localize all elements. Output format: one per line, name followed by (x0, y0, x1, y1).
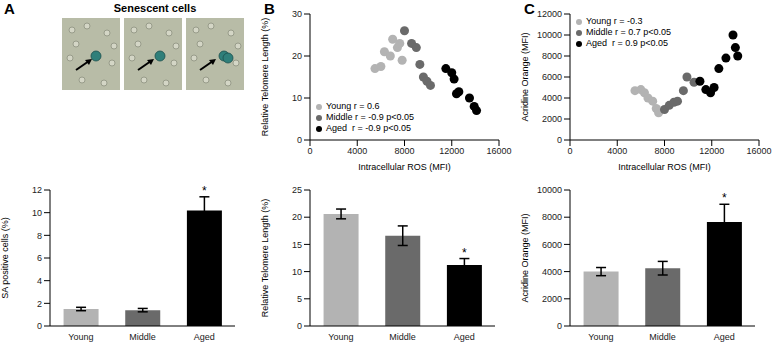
svg-text:25: 25 (292, 185, 302, 195)
html-text:B: B (264, 0, 275, 17)
html-text:Aged r = -0.9 p<0.05: Aged r = -0.9 p<0.05 (326, 123, 412, 133)
svg-text:Young: Young (328, 332, 353, 342)
svg-text:Young: Young (588, 332, 613, 342)
svg-text:20: 20 (292, 212, 302, 222)
svg-text:Middle: Middle (389, 332, 416, 342)
svg-text:6: 6 (37, 253, 42, 263)
html-text:A: A (4, 0, 15, 17)
svg-text:Middle: Middle (129, 332, 156, 342)
html-text:Middle r = 0.7 p<0.05: Middle r = 0.7 p<0.05 (586, 27, 672, 37)
svg-text:8: 8 (37, 231, 42, 241)
html-text:Young r = -0.3: Young r = -0.3 (586, 16, 643, 26)
svg-text:Intracellular ROS (MFI): Intracellular ROS (MFI) (358, 162, 451, 172)
svg-text:8000: 8000 (542, 212, 562, 222)
svg-text:6000: 6000 (542, 240, 562, 250)
svg-text:SA positive cells (%): SA positive cells (%) (0, 217, 10, 299)
svg-text:Aged: Aged (454, 332, 475, 342)
svg-text:20: 20 (292, 51, 302, 61)
svg-text:4000: 4000 (542, 267, 562, 277)
svg-text:10000: 10000 (537, 185, 562, 195)
svg-text:Aged: Aged (194, 332, 215, 342)
svg-text:*: * (722, 191, 727, 205)
svg-text:15: 15 (292, 240, 302, 250)
svg-text:Relative Telomere Length (%): Relative Telomere Length (%) (260, 18, 270, 136)
svg-text:Acridine Orange (MFI): Acridine Orange (MFI) (520, 213, 530, 302)
svg-text:10: 10 (292, 93, 302, 103)
svg-text:*: * (462, 246, 467, 260)
svg-text:4000: 4000 (542, 93, 562, 103)
svg-text:6000: 6000 (542, 72, 562, 82)
svg-text:0: 0 (557, 321, 562, 331)
svg-text:10000: 10000 (537, 30, 562, 40)
svg-text:10: 10 (292, 267, 302, 277)
svg-text:2: 2 (37, 299, 42, 309)
svg-text:8000: 8000 (394, 146, 414, 156)
svg-text:8000: 8000 (654, 146, 674, 156)
svg-text:0: 0 (297, 321, 302, 331)
svg-text:Aged: Aged (714, 332, 735, 342)
svg-text:30: 30 (292, 9, 302, 19)
svg-text:12000: 12000 (439, 146, 464, 156)
svg-text:2000: 2000 (542, 114, 562, 124)
svg-text:4: 4 (37, 276, 42, 286)
svg-text:12: 12 (32, 185, 42, 195)
svg-text:Senescent cells: Senescent cells (114, 2, 197, 14)
svg-text:Acridine Orange (MFI): Acridine Orange (MFI) (520, 32, 530, 121)
svg-text:5: 5 (297, 294, 302, 304)
svg-text:Intracellular ROS (MFI): Intracellular ROS (MFI) (618, 162, 711, 172)
svg-text:*: * (202, 184, 207, 198)
svg-text:8000: 8000 (542, 51, 562, 61)
svg-text:16000: 16000 (746, 146, 771, 156)
svg-text:0: 0 (567, 146, 572, 156)
svg-text:4000: 4000 (607, 146, 627, 156)
svg-text:0: 0 (557, 135, 562, 145)
svg-text:12000: 12000 (699, 146, 724, 156)
svg-text:12000: 12000 (537, 9, 562, 19)
svg-text:Relative Telomere Length (%): Relative Telomere Length (%) (260, 199, 270, 317)
svg-text:Middle: Middle (649, 332, 676, 342)
svg-text:4000: 4000 (347, 146, 367, 156)
html-text:Aged r = 0.9 p<0.05: Aged r = 0.9 p<0.05 (586, 38, 669, 48)
svg-text:0: 0 (297, 135, 302, 145)
html-text:Young r = 0.6: Young r = 0.6 (326, 101, 380, 111)
svg-text:16000: 16000 (486, 146, 511, 156)
html-text:Middle r = -0.9 p<0.05: Middle r = -0.9 p<0.05 (326, 112, 415, 122)
svg-text:2000: 2000 (542, 294, 562, 304)
svg-text:0: 0 (307, 146, 312, 156)
html-text:C: C (524, 0, 535, 17)
svg-text:0: 0 (37, 321, 42, 331)
svg-text:Young: Young (68, 332, 93, 342)
svg-text:10: 10 (32, 208, 42, 218)
